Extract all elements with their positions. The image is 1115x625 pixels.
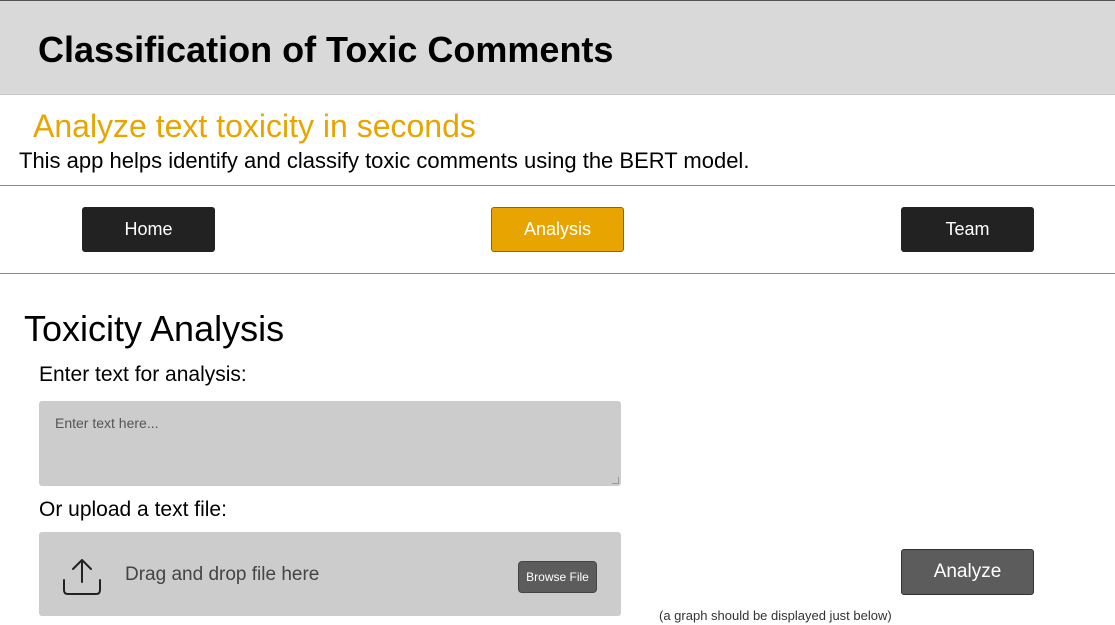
graph-placeholder-note: (a graph should be displayed just below) [659,608,892,623]
nav-analysis-button[interactable]: Analysis [491,207,624,252]
nav-team-button[interactable]: Team [901,207,1034,252]
divider-top [0,185,1115,186]
app-title: Classification of Toxic Comments [38,29,614,70]
analyze-button[interactable]: Analyze [901,549,1034,595]
tagline: Analyze text toxicity in seconds [33,108,476,144]
app-description: This app helps identify and classify tox… [19,148,750,173]
browse-file-button[interactable]: Browse File [518,561,597,593]
upload-label: Or upload a text file: [39,498,227,521]
upload-icon [63,559,101,595]
divider-bottom [0,273,1115,274]
file-dropzone[interactable]: Drag and drop file here Browse File [39,532,621,616]
nav-home-button[interactable]: Home [82,207,215,252]
analysis-text-input[interactable] [39,401,621,486]
text-input-label: Enter text for analysis: [39,363,247,386]
dropzone-text: Drag and drop file here [125,564,320,585]
textarea-resize-handle[interactable] [612,477,619,484]
section-title: Toxicity Analysis [24,308,285,349]
app-header: Classification of Toxic Comments [0,0,1115,95]
